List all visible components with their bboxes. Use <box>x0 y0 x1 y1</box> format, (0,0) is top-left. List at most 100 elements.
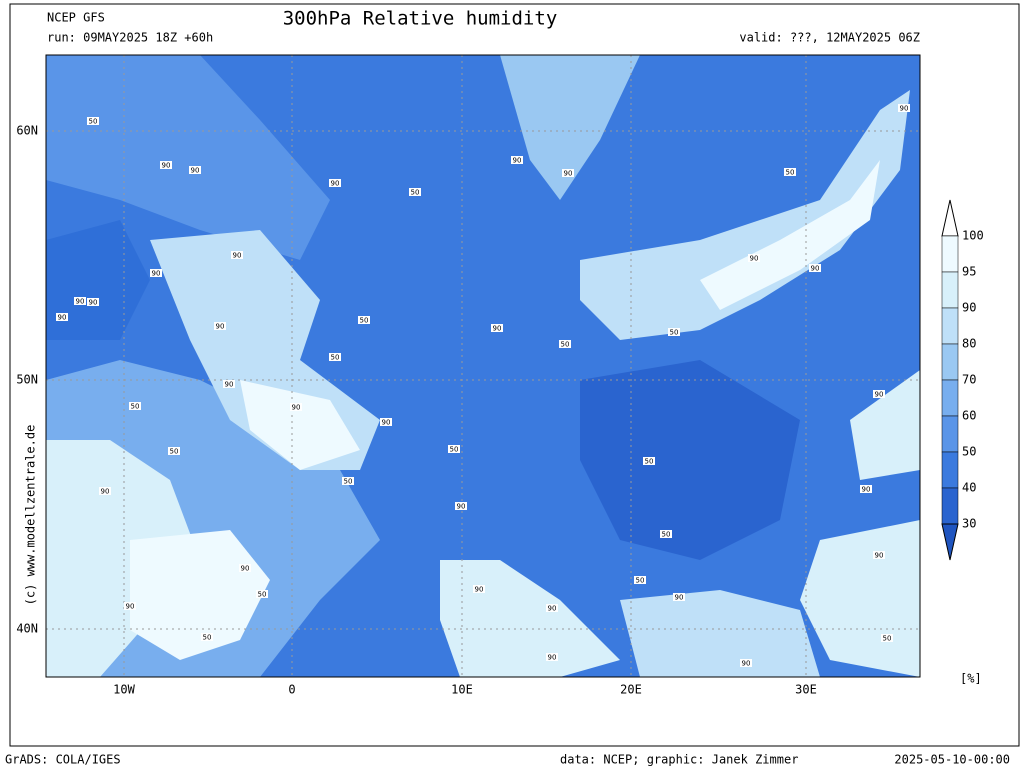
contour-label: 50 <box>636 577 645 585</box>
contour-label: 90 <box>564 170 573 178</box>
contour-label-box <box>380 418 392 426</box>
contour-label: 50 <box>258 591 267 599</box>
contour-label-box <box>491 324 503 332</box>
field-area <box>850 370 920 480</box>
contour-label-box <box>256 590 268 598</box>
contour-label-box <box>748 254 760 262</box>
contour-label: 90 <box>162 162 171 170</box>
contour-label-box <box>409 188 421 196</box>
contour-label-box <box>546 653 558 661</box>
field-area <box>240 380 360 470</box>
contour-label-box <box>660 530 672 538</box>
contour-label-box <box>342 477 354 485</box>
contour-label-box <box>784 168 796 176</box>
contour-label: 90 <box>89 299 98 307</box>
colorbar-segment <box>941 379 959 417</box>
contour-label-box <box>160 161 172 169</box>
map-title: 300hPa Relative humidity <box>283 8 558 30</box>
contour-label-box <box>150 269 162 277</box>
contour-label: 90 <box>216 323 225 331</box>
contour-label-box <box>873 551 885 559</box>
contour-label: 90 <box>875 391 884 399</box>
colorbar-label: 90 <box>962 301 976 315</box>
colorbar-label: 70 <box>962 373 976 387</box>
field-area <box>130 530 270 660</box>
contour-label-box <box>881 634 893 642</box>
contour-label: 90 <box>675 594 684 602</box>
contour-label-box <box>168 447 180 455</box>
contour-label: 90 <box>493 325 502 333</box>
contour-label-box <box>99 487 111 495</box>
lat-label: 40N <box>16 622 38 636</box>
contour-label: 90 <box>900 105 909 113</box>
colorbar-label: 80 <box>962 337 976 351</box>
contour-label: 90 <box>750 255 759 263</box>
footer-right: 2025-05-10-00:00 <box>894 753 1010 767</box>
contour-label: 50 <box>450 446 459 454</box>
colorbar-segment <box>941 415 959 453</box>
field-area <box>46 55 330 260</box>
contour-label-box <box>129 402 141 410</box>
contour-label: 50 <box>670 329 679 337</box>
colorbar-segment <box>941 271 959 309</box>
contour-label-box <box>87 298 99 306</box>
contour-label-box <box>511 156 523 164</box>
contour-label: 90 <box>862 486 871 494</box>
contour-label: 90 <box>382 419 391 427</box>
colorbar-unit: [%] <box>960 672 982 686</box>
colorbar-cap <box>941 199 959 237</box>
contour-label-box <box>668 328 680 336</box>
contour-label: 50 <box>645 458 654 466</box>
colorbar-label: 30 <box>962 517 976 531</box>
lat-label: 50N <box>16 373 38 387</box>
graticule <box>46 55 920 677</box>
colorbar-label: 100 <box>962 229 984 243</box>
contour-label-box <box>329 353 341 361</box>
outer-frame <box>9 3 1020 747</box>
colorbar-segment <box>941 487 959 525</box>
lat-label: 60N <box>16 124 38 138</box>
contour-label-box <box>201 633 213 641</box>
contour-label: 50 <box>883 635 892 643</box>
lon-label: 0 <box>288 683 295 697</box>
contour-label: 90 <box>811 265 820 273</box>
contour-label: 50 <box>360 317 369 325</box>
contour-label-box <box>473 585 485 593</box>
contour-label-box <box>231 251 243 259</box>
contour-label: 50 <box>411 189 420 197</box>
contour-label: 50 <box>89 118 98 126</box>
contour-label-box <box>673 593 685 601</box>
colorbar-label: 95 <box>962 265 976 279</box>
colorbar-label: 50 <box>962 445 976 459</box>
colorbar-label: 40 <box>962 481 976 495</box>
contour-label-box <box>643 457 655 465</box>
contour-label-box <box>189 166 201 174</box>
contour-label: 90 <box>76 298 85 306</box>
contour-label: 90 <box>475 586 484 594</box>
contour-label-box <box>56 313 68 321</box>
contour-label-box <box>562 169 574 177</box>
field-area <box>46 440 200 677</box>
contour-label-box <box>329 179 341 187</box>
contour-label: 90 <box>225 381 234 389</box>
contour-label: 90 <box>331 180 340 188</box>
field-area <box>620 590 820 677</box>
footer-center: data: NCEP; graphic: Janek Zimmer <box>560 753 798 767</box>
contour-label: 90 <box>58 314 67 322</box>
contour-label-box <box>809 264 821 272</box>
contour-label-box <box>546 604 558 612</box>
map-field <box>46 55 920 677</box>
map-frame <box>45 54 921 678</box>
contour-label: 90 <box>548 654 557 662</box>
contour-label: 50 <box>203 634 212 642</box>
lon-label: 10E <box>451 683 473 697</box>
contour-label: 50 <box>561 341 570 349</box>
contour-label-box <box>74 297 86 305</box>
field-area <box>500 55 640 200</box>
contour-label: 90 <box>292 404 301 412</box>
contour-label-box <box>740 659 752 667</box>
contour-label: 50 <box>131 403 140 411</box>
contour-label: 90 <box>875 552 884 560</box>
contour-label: 90 <box>742 660 751 668</box>
